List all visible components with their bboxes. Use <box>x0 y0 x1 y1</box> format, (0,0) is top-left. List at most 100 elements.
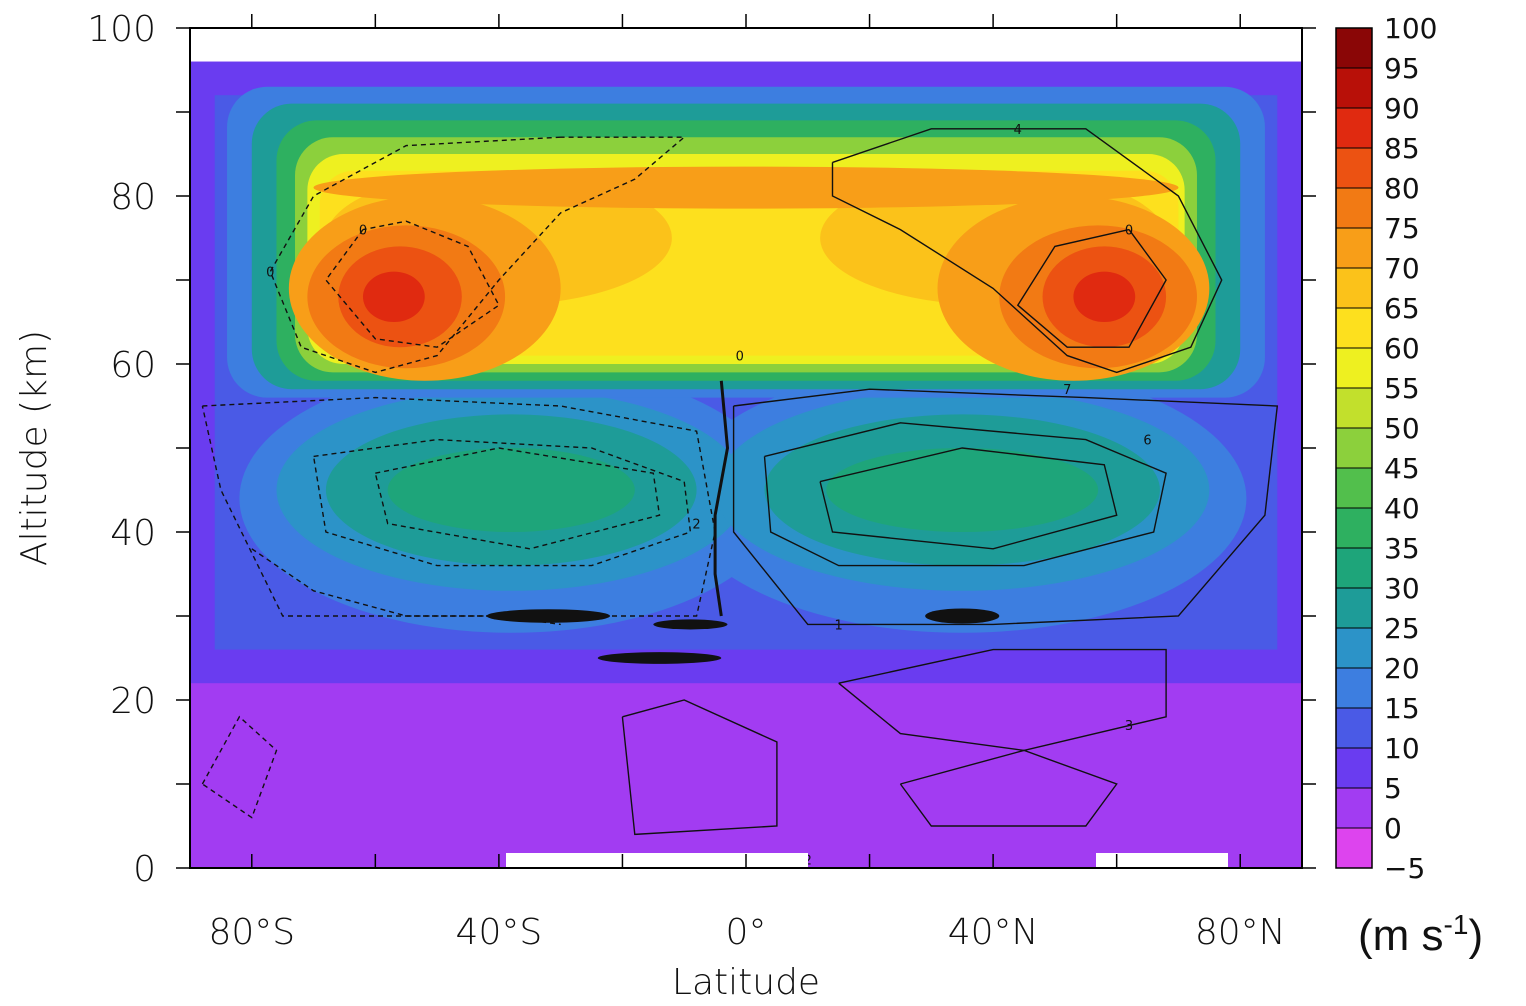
colorbar-tick-label: 95 <box>1384 52 1420 85</box>
colorbar-unit: (m s-1) <box>1358 909 1483 960</box>
contour-label: 0 <box>1125 224 1133 239</box>
colorbar-swatch <box>1336 548 1372 589</box>
colorbar-tick-label: 70 <box>1384 252 1420 285</box>
contour-label: 2 <box>692 518 700 533</box>
contour-label: 0 <box>266 266 274 281</box>
colorbar-swatch <box>1336 388 1372 429</box>
contour-cluster <box>597 652 722 664</box>
field-region <box>826 448 1099 532</box>
colorbar-swatch <box>1336 308 1372 349</box>
contour-line <box>621 699 778 836</box>
contour-lines <box>201 128 1279 836</box>
y-tick-label: 80 <box>110 177 156 218</box>
colorbar-tick-label: 75 <box>1384 212 1420 245</box>
colorbar-tick-label: 90 <box>1384 92 1420 125</box>
unit-close: ) <box>1468 911 1483 960</box>
colorbar-tick-label: 50 <box>1384 412 1420 445</box>
contour-line <box>251 548 561 626</box>
colorbar-swatch <box>1336 588 1372 629</box>
field-region <box>387 448 635 532</box>
colorbar-tick-label: −5 <box>1384 852 1425 885</box>
wind-field <box>190 61 1302 868</box>
colorbar-tick-label: 5 <box>1384 772 1402 805</box>
x-tick-label: 0° <box>726 912 767 953</box>
colorbar-swatch <box>1336 228 1372 269</box>
colorbar-tick-label: 45 <box>1384 452 1420 485</box>
colorbar-tick-label: 0 <box>1384 812 1402 845</box>
x-tick-label: 40°N <box>948 912 1039 953</box>
contour-label: 1 <box>835 618 843 633</box>
y-tick-label: 60 <box>110 345 156 386</box>
contour-label: 3 <box>1125 719 1133 734</box>
x-axis: 80°S 40°S 0° 40°N 80°N <box>208 14 1286 953</box>
x-tick-label: 80°N <box>1195 912 1286 953</box>
colorbar: −5 0 5 10 15 20 25 30 35 40 45 50 55 60 65 70 75 80 85 90 95… <box>1335 12 1437 885</box>
field-region <box>313 166 1179 209</box>
y-tick-label: 0 <box>133 849 156 890</box>
colorbar-swatch <box>1336 268 1372 309</box>
contour-line <box>819 447 1118 550</box>
colorbar-tick-label: 20 <box>1384 652 1420 685</box>
contour-cluster <box>925 608 1000 624</box>
y-tick-label: 40 <box>110 513 156 554</box>
unit-superscript: -1 <box>1444 909 1469 940</box>
colorbar-swatch <box>1336 68 1372 109</box>
colorbar-swatch <box>1336 708 1372 749</box>
colorbar-swatch <box>1336 108 1372 149</box>
contour-line <box>1016 228 1167 348</box>
colorbar-swatch <box>1336 468 1372 509</box>
colorbar-tick-label: 35 <box>1384 532 1420 565</box>
contour-label: 4 <box>1014 123 1022 138</box>
colorbar-tick-label: 80 <box>1384 172 1420 205</box>
contour-line <box>201 396 716 617</box>
colorbar-swatch <box>1336 508 1372 549</box>
y-tick-label: 100 <box>87 9 156 50</box>
x-axis-title: Latitude <box>672 962 820 1003</box>
colorbar-tick-label: 55 <box>1384 372 1420 405</box>
colorbar-swatch <box>1336 828 1372 869</box>
contour-line <box>201 715 278 819</box>
missing-data-patch <box>1096 853 1228 867</box>
colorbar-tick-label: 15 <box>1384 692 1420 725</box>
y-tick-label: 20 <box>110 681 156 722</box>
colorbar-tick-label: 10 <box>1384 732 1420 765</box>
contour-cluster <box>653 619 728 630</box>
x-tick-label: 40°S <box>456 912 543 953</box>
colorbar-tick-label: 65 <box>1384 292 1420 325</box>
contour-line <box>831 128 1223 374</box>
colorbar-swatch <box>1336 148 1372 189</box>
colorbar-swatch <box>1336 788 1372 829</box>
colorbar-tick-label: 25 <box>1384 612 1420 645</box>
contour-line <box>763 422 1167 567</box>
contour-line <box>713 380 730 617</box>
y-axis-title: Altitude (km) <box>14 330 55 566</box>
plot-area: 40000762132 <box>189 27 1303 869</box>
colorbar-tick-label: 40 <box>1384 492 1420 525</box>
colorbar-swatch <box>1336 748 1372 789</box>
colorbar-swatch <box>1336 668 1372 709</box>
contour-line <box>732 388 1279 626</box>
colorbar-tick-label: 100 <box>1384 12 1437 45</box>
contour-line <box>374 447 661 550</box>
contour-label: 0 <box>736 350 744 365</box>
colorbar-swatch <box>1336 188 1372 229</box>
colorbar-tick-label: 60 <box>1384 332 1420 365</box>
contour-label: 7 <box>1063 383 1071 398</box>
contour-cluster <box>486 609 611 623</box>
missing-data-patch <box>506 853 808 867</box>
field-region <box>1073 271 1136 322</box>
contour-line <box>838 648 1167 752</box>
contour-label: 0 <box>359 224 367 239</box>
field-region <box>362 271 425 322</box>
x-tick-label: 80°S <box>208 912 295 953</box>
colorbar-swatch <box>1336 428 1372 469</box>
contour-line <box>899 749 1118 827</box>
unit-base: (m s <box>1358 911 1444 960</box>
contour-label: 6 <box>1143 434 1151 449</box>
colorbar-swatch <box>1336 348 1372 389</box>
colorbar-swatch <box>1336 28 1372 69</box>
colorbar-tick-label: 30 <box>1384 572 1420 605</box>
colorbar-tick-label: 85 <box>1384 132 1420 165</box>
